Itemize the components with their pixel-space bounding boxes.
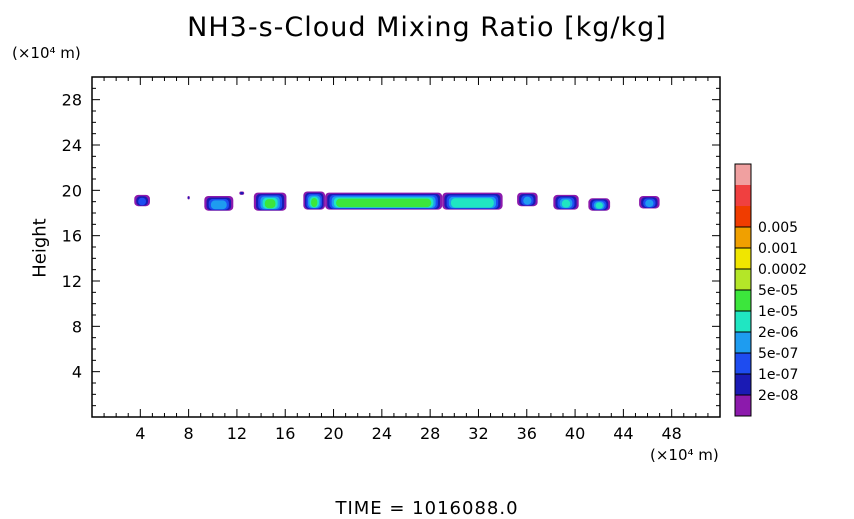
- colorbar-swatch: [735, 164, 751, 185]
- colorbar-swatch: [735, 395, 751, 416]
- colorbar-legend: 2e-08 1e-07 5e-07 2e-06 1e-05 5e-05 0.0002 0.00…: [734, 163, 807, 417]
- colorbar-swatch: [735, 269, 751, 290]
- cloud-band: [240, 192, 244, 195]
- cloud-patch: [303, 191, 326, 210]
- plot-frame: [91, 76, 721, 418]
- cloud-patch: [553, 194, 579, 210]
- y-tick-label: 8: [72, 317, 82, 336]
- y-tick-label: 28: [62, 91, 82, 110]
- colorbar-label: 1e-05: [758, 304, 798, 320]
- x-axis-unit: (×10⁴ m): [650, 446, 719, 464]
- cloud-band: [451, 198, 494, 208]
- x-tick-label: 8: [184, 424, 194, 443]
- y-tick-label: 12: [62, 272, 82, 291]
- colorbar-swatch: [735, 311, 751, 332]
- x-tick-label: 44: [613, 424, 633, 443]
- cloud-patch: [588, 198, 611, 211]
- y-tick-label: 20: [62, 181, 82, 200]
- cloud-band: [523, 196, 532, 205]
- cloud-patch: [325, 192, 443, 210]
- colorbar-swatch: [735, 206, 751, 227]
- chart-title: NH3-s-Cloud Mixing Ratio [kg/kg]: [187, 12, 667, 43]
- cloud-patch: [204, 196, 234, 211]
- colorbar-label: 0.0002: [758, 262, 807, 278]
- cloud-patch: [134, 194, 150, 207]
- y-tick-label: 24: [62, 136, 82, 155]
- cloud-patch: [639, 196, 660, 209]
- x-tick-label: 12: [227, 424, 247, 443]
- x-tick-label: 16: [275, 424, 295, 443]
- colorbar-label: 5e-05: [758, 283, 798, 299]
- colorbar-label: 5e-07: [758, 346, 798, 362]
- colorbar-swatch: [735, 332, 751, 353]
- x-tick-label: 28: [420, 424, 440, 443]
- cloud-layer: [134, 191, 660, 211]
- colorbar-label: 0.005: [758, 220, 798, 236]
- cloud-band: [645, 199, 654, 207]
- cloud-band: [336, 198, 432, 208]
- x-tick-label: 4: [135, 424, 145, 443]
- y-tick-label: 16: [62, 227, 82, 246]
- colorbar-label: 0.001: [758, 241, 798, 257]
- colorbar-label: 2e-06: [758, 325, 798, 341]
- cloud-band: [311, 197, 318, 208]
- colorbar-swatch: [735, 185, 751, 206]
- cloud-band: [561, 199, 571, 208]
- cloud-band: [210, 200, 227, 210]
- colorbar-swatch: [735, 374, 751, 395]
- colorbar-label: 1e-07: [758, 367, 798, 383]
- y-axis-unit: (×10⁴ m): [12, 44, 81, 62]
- cloud-band: [264, 199, 276, 209]
- cloud-band: [187, 196, 190, 199]
- colorbar-label: 2e-08: [758, 388, 798, 404]
- x-tick-label: 32: [468, 424, 488, 443]
- colorbar-swatch: [735, 248, 751, 269]
- x-tick-label: 24: [372, 424, 392, 443]
- x-tick-label: 48: [662, 424, 682, 443]
- x-tick-label: 20: [323, 424, 343, 443]
- cloud-band: [595, 202, 603, 209]
- cloud-patch: [239, 191, 245, 195]
- cloud-band: [138, 197, 147, 206]
- colorbar-swatch: [735, 227, 751, 248]
- colorbar-swatch: [735, 353, 751, 374]
- y-tick-label: 4: [72, 363, 82, 382]
- colorbar-swatch: [735, 290, 751, 311]
- cloud-patch: [253, 192, 287, 211]
- x-tick-label: 40: [565, 424, 585, 443]
- cloud-patch: [442, 192, 503, 210]
- cloud-patch: [187, 196, 190, 200]
- time-footer: TIME = 1016088.0: [335, 498, 519, 519]
- cloud-patch: [517, 192, 538, 207]
- x-tick-label: 36: [517, 424, 537, 443]
